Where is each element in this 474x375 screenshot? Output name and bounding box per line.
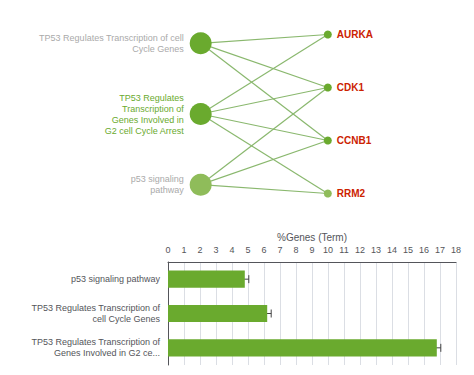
svg-text:TP53 Regulates Transcription o: TP53 Regulates Transcription of xyxy=(31,303,160,313)
svg-text:TP53 Regulates Transcription o: TP53 Regulates Transcription of cell xyxy=(39,33,184,43)
svg-text:Genes Involved in G2 ce...: Genes Involved in G2 ce... xyxy=(54,348,160,358)
svg-text:3: 3 xyxy=(213,245,218,255)
svg-text:8: 8 xyxy=(293,245,298,255)
svg-text:10: 10 xyxy=(323,245,333,255)
svg-text:14: 14 xyxy=(387,245,397,255)
svg-text:Genes Involved in: Genes Involved in xyxy=(112,115,184,125)
svg-text:CCNB1: CCNB1 xyxy=(337,135,372,146)
svg-text:12: 12 xyxy=(355,245,365,255)
svg-text:pathway: pathway xyxy=(150,185,184,195)
svg-text:p53 signaling pathway: p53 signaling pathway xyxy=(71,274,161,284)
svg-text:Transcription of: Transcription of xyxy=(122,104,184,114)
svg-text:TP53 Regulates: TP53 Regulates xyxy=(119,93,184,103)
svg-text:Cycle Genes: Cycle Genes xyxy=(132,44,184,54)
svg-text:CDK1: CDK1 xyxy=(337,82,365,93)
svg-text:17: 17 xyxy=(435,245,445,255)
svg-text:6: 6 xyxy=(261,245,266,255)
svg-text:18: 18 xyxy=(451,245,461,255)
svg-text:p53 signaling: p53 signaling xyxy=(131,174,184,184)
svg-text:4: 4 xyxy=(229,245,234,255)
svg-text:%Genes (Term): %Genes (Term) xyxy=(277,232,347,243)
svg-text:RRM2: RRM2 xyxy=(337,188,366,199)
svg-text:7: 7 xyxy=(277,245,282,255)
svg-text:15: 15 xyxy=(403,245,413,255)
svg-text:G2 cell Cycle Arrest: G2 cell Cycle Arrest xyxy=(105,126,185,136)
svg-text:9: 9 xyxy=(309,245,314,255)
svg-text:2: 2 xyxy=(197,245,202,255)
svg-text:cell Cycle Genes: cell Cycle Genes xyxy=(92,314,160,324)
svg-text:16: 16 xyxy=(419,245,429,255)
svg-text:5: 5 xyxy=(245,245,250,255)
svg-text:TP53 Regulates Transcription o: TP53 Regulates Transcription of xyxy=(31,337,160,347)
svg-text:11: 11 xyxy=(339,245,348,255)
svg-text:13: 13 xyxy=(371,245,381,255)
svg-text:1: 1 xyxy=(181,245,186,255)
svg-text:0: 0 xyxy=(165,245,170,255)
svg-text:AURKA: AURKA xyxy=(337,29,373,40)
